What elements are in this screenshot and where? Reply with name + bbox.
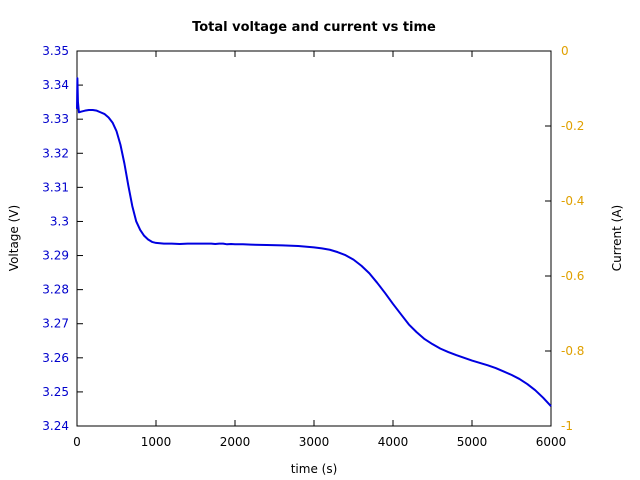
y-tick-label: 3.3 bbox=[50, 214, 69, 228]
x-tick-label: 1000 bbox=[141, 435, 172, 449]
y-tick-label: 3.28 bbox=[42, 283, 69, 297]
x-tick-label: 5000 bbox=[457, 435, 488, 449]
y-tick-label: 3.32 bbox=[42, 146, 69, 160]
right-y-axis: 0 -0.2 -0.4 -0.6 -0.8 -1 bbox=[545, 44, 584, 433]
x-axis-label: time (s) bbox=[291, 462, 338, 476]
y-tick-label: 3.26 bbox=[42, 351, 69, 365]
x-tick-label: 2000 bbox=[220, 435, 251, 449]
right-y-axis-label: Current (A) bbox=[610, 205, 624, 271]
y-tick-label: 3.29 bbox=[42, 249, 69, 263]
x-tick-label: 3000 bbox=[299, 435, 330, 449]
y-tick-label: 3.33 bbox=[42, 112, 69, 126]
y2-tick-label: -0.4 bbox=[561, 194, 584, 208]
x-axis: 0 1000 2000 3000 4000 5000 6000 bbox=[73, 51, 566, 449]
y2-tick-label: -1 bbox=[561, 419, 573, 433]
y-tick-label: 3.35 bbox=[42, 44, 69, 58]
x-tick-label: 4000 bbox=[378, 435, 409, 449]
x-tick-label: 0 bbox=[73, 435, 81, 449]
y-tick-label: 3.25 bbox=[42, 385, 69, 399]
x-tick-label: 6000 bbox=[536, 435, 567, 449]
y2-tick-label: -0.6 bbox=[561, 269, 584, 283]
left-y-axis: 3.24 3.25 3.26 3.27 3.28 3.29 3.3 3.31 3.32 3.33 3… bbox=[42, 44, 83, 433]
y-tick-label: 3.27 bbox=[42, 317, 69, 331]
y-tick-label: 3.24 bbox=[42, 419, 69, 433]
chart-title: Total voltage and current vs time bbox=[192, 20, 436, 35]
y-tick-label: 3.34 bbox=[42, 78, 69, 92]
y2-tick-label: -0.8 bbox=[561, 344, 584, 358]
series-line-voltage bbox=[76, 77, 552, 407]
y2-tick-label: 0 bbox=[561, 44, 569, 58]
y-tick-label: 3.31 bbox=[42, 180, 69, 194]
left-y-axis-label: Voltage (V) bbox=[7, 205, 21, 271]
y2-tick-label: -0.2 bbox=[561, 119, 584, 133]
